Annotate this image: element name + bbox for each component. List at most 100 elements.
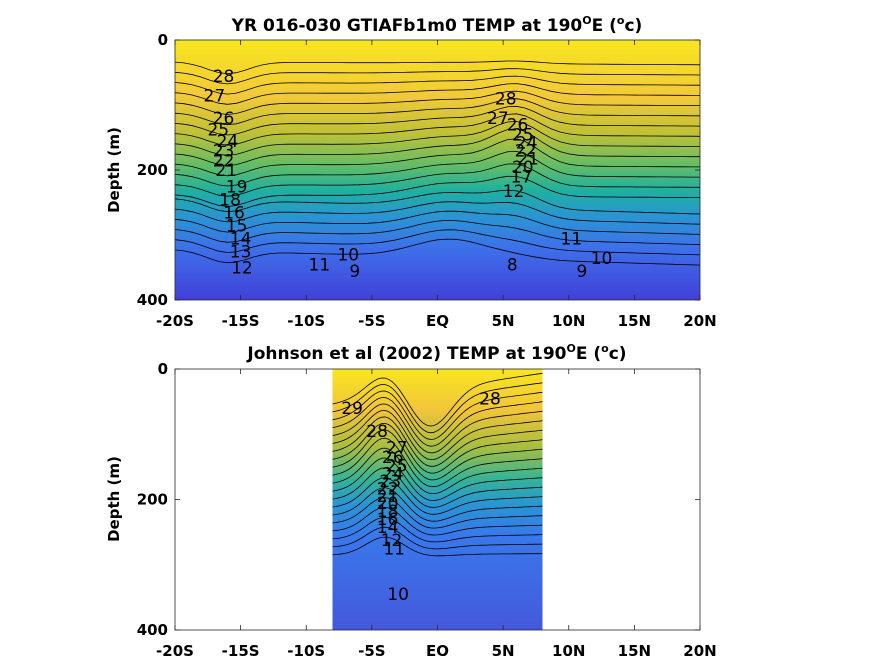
- x-tick-label: 5N: [492, 312, 515, 330]
- contour-line-16: [332, 477, 543, 515]
- contour-label: 15: [226, 216, 248, 236]
- contour-line-25: [332, 403, 543, 454]
- contour-line-20: [175, 120, 700, 156]
- contour-line-28: [175, 60, 700, 75]
- contour-label: 27: [386, 438, 408, 458]
- contour-label: 14: [230, 229, 252, 249]
- contour-line-21: [332, 429, 543, 481]
- x-tick-label: -15S: [222, 642, 260, 656]
- y-tick-label: 400: [137, 291, 168, 309]
- contour-label: 20: [377, 494, 399, 514]
- contour-line-13: [175, 201, 700, 225]
- contour-line-17: [332, 467, 543, 508]
- contour-line-26: [175, 75, 700, 95]
- temperature-field: [332, 369, 543, 630]
- contour-label: 22: [515, 142, 537, 162]
- top-panel: YR 016-030 GTIAFb1m0 TEMP at 190OE (oc) …: [105, 14, 717, 330]
- x-tick-label: 20N: [683, 642, 716, 656]
- contour-label: 10: [591, 249, 613, 269]
- contour-label: 22: [377, 479, 399, 499]
- contour-line-15: [175, 175, 700, 207]
- bottom-panel-title: Johnson et al (2002) TEMP at 190OE (oc): [246, 342, 626, 364]
- contour-line-29: [332, 372, 543, 427]
- x-tick-label: EQ: [426, 312, 449, 330]
- x-tick-label: 15N: [618, 642, 651, 656]
- y-tick-label: 400: [137, 621, 168, 639]
- contour-line-11: [332, 526, 543, 550]
- contour-label: 21: [517, 149, 539, 169]
- contour-label: 14: [377, 518, 399, 538]
- contour-label: 26: [213, 109, 235, 129]
- contour-label: 13: [230, 242, 252, 262]
- contour-line-18: [332, 457, 543, 501]
- contour-line-22: [332, 422, 543, 474]
- contour-line-20: [332, 437, 543, 488]
- y-tick-label: 0: [158, 31, 168, 49]
- contour-label: 8: [507, 255, 518, 275]
- contour-label: 25: [386, 457, 408, 477]
- contour-line-23: [332, 416, 543, 467]
- contour-line-15: [332, 487, 543, 522]
- x-tick-label: -10S: [287, 642, 325, 656]
- contour-label: 9: [349, 262, 360, 282]
- contour-line-26: [332, 397, 543, 447]
- y-tick-label: 200: [137, 161, 168, 179]
- contour-line-28: [332, 382, 543, 434]
- contour-label: 23: [213, 142, 235, 162]
- contour-label: 10: [387, 585, 409, 605]
- contour-label: 26: [382, 448, 404, 468]
- contour-label: 19: [226, 177, 248, 197]
- contour-label: 18: [377, 502, 399, 522]
- contour-line-14: [332, 497, 543, 529]
- contour-label: 17: [511, 168, 533, 188]
- contour-line-16: [175, 163, 700, 197]
- x-tick-label: 10N: [552, 312, 585, 330]
- contour-label: 26: [507, 116, 529, 136]
- contour-label: 23: [379, 472, 401, 492]
- contour-label: 22: [213, 151, 235, 171]
- contour-line-24: [332, 409, 543, 461]
- contour-label: 21: [215, 161, 237, 181]
- x-tick-label: -15S: [222, 312, 260, 330]
- contour-label: 11: [561, 229, 583, 249]
- contour-line-10: [175, 229, 700, 256]
- x-tick-label: -5S: [358, 312, 385, 330]
- contour-line-12: [175, 210, 700, 235]
- bottom-panel-ylabel: Depth (m): [105, 456, 123, 542]
- contour-label: 27: [204, 86, 226, 106]
- contour-line-19: [332, 447, 543, 495]
- x-tick-label: -10S: [287, 312, 325, 330]
- x-tick-label: -20S: [156, 642, 194, 656]
- x-tick-label: 20N: [683, 312, 716, 330]
- contour-label: 24: [516, 134, 538, 154]
- contour-line-12: [332, 516, 543, 543]
- contour-line-22: [175, 105, 700, 136]
- contour-label: 12: [231, 259, 253, 279]
- contour-label: 25: [207, 121, 229, 141]
- contour-label: 12: [381, 531, 403, 551]
- contour-line-24: [175, 90, 700, 115]
- temperature-fill: [175, 40, 700, 300]
- top-panel-ylabel: Depth (m): [105, 127, 123, 213]
- contour-label: 11: [309, 255, 331, 275]
- contour-label: 18: [219, 190, 241, 210]
- contour-label: 24: [382, 464, 404, 484]
- contour-line-18: [175, 138, 700, 177]
- y-tick-label: 200: [137, 491, 168, 509]
- contour-line-23: [175, 98, 700, 126]
- contour-label: 11: [383, 539, 405, 559]
- top-panel-title: YR 016-030 GTIAFb1m0 TEMP at 190OE (oc): [231, 14, 643, 36]
- contour-line-17: [175, 150, 700, 187]
- contour-label: 10: [337, 246, 359, 266]
- contour-label: 28: [495, 90, 517, 110]
- x-tick-label: 5N: [492, 642, 515, 656]
- temperature-fill: [332, 369, 543, 630]
- contour-line-11: [175, 219, 700, 246]
- x-tick-label: -20S: [156, 312, 194, 330]
- contour-line-13: [332, 506, 543, 536]
- contour-label: 24: [217, 132, 239, 152]
- contour-label: 21: [377, 487, 399, 507]
- temperature-field: [175, 40, 700, 300]
- x-tick-label: EQ: [426, 642, 449, 656]
